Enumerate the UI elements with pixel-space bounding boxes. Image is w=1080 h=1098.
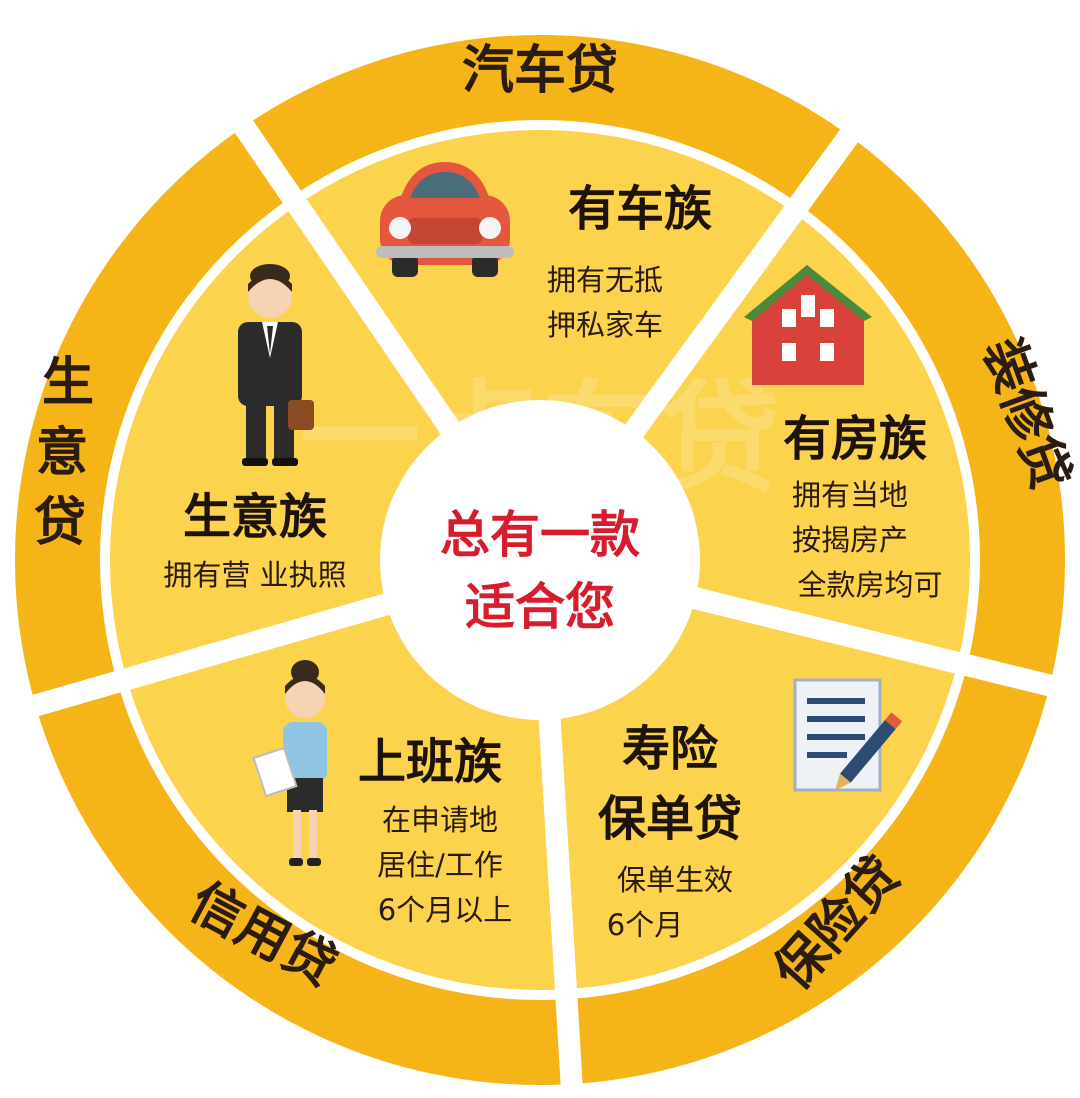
center-line-2: 适合您: [465, 578, 615, 636]
office-workers-desc-2: 居住/工作: [377, 848, 503, 882]
office-workers-desc-1: 在申请地: [382, 803, 498, 837]
car-owners-desc-1: 拥有无抵: [547, 263, 663, 297]
business-owners-desc: 拥有营 业执照: [163, 558, 346, 592]
car-owners-desc-2: 押私家车: [547, 308, 663, 342]
insurance-desc-1: 保单生效: [617, 863, 733, 897]
office-workers-title: 上班族: [358, 734, 502, 790]
outer-label-business-loan-char-1: 生: [42, 353, 94, 413]
outer-label-business-loan-char-2: 意: [36, 423, 88, 483]
center-line-1: 总有一款: [440, 506, 640, 564]
insurance-desc-2: 6个月: [607, 908, 683, 942]
car-owners-title: 有车族: [568, 181, 712, 237]
home-owners-desc-2: 按揭房产: [792, 523, 908, 557]
office-workers-desc-3: 6个月以上: [378, 893, 512, 927]
home-owners-title: 有房族: [783, 411, 927, 467]
insurance-title-1: 寿险: [622, 721, 719, 777]
outer-label-car-loan: 汽车贷: [462, 41, 618, 101]
insurance-title-2: 保单贷: [598, 791, 742, 847]
home-owners-desc-1: 拥有当地: [792, 478, 908, 512]
business-owners-title: 生意族: [183, 489, 327, 545]
outer-label-business-loan-char-3: 贷: [34, 493, 86, 553]
outer-label-business-loan-full: 生意贷: [0, 0, 156, 13]
home-owners-desc-3: 全款房均可: [797, 568, 942, 602]
